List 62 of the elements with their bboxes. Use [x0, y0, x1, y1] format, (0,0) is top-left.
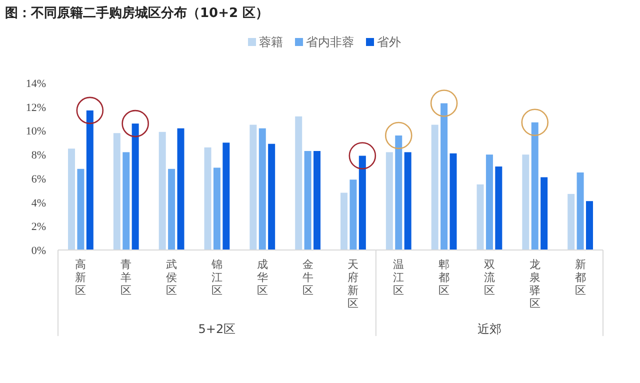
- chart-title: 图：不同原籍二手购房城区分布（10+2 区）: [5, 5, 269, 21]
- bar: [576, 172, 584, 250]
- bar: [86, 110, 94, 250]
- x-tick-label: 双流区: [484, 258, 495, 297]
- bar: [358, 156, 366, 250]
- bar: [132, 124, 139, 250]
- x-tick-label: 武侯区: [166, 258, 178, 297]
- bar: [531, 122, 538, 250]
- y-tick-label: 12%: [26, 102, 46, 114]
- bar: [431, 124, 438, 250]
- legend-label: 蓉籍: [259, 35, 283, 49]
- bar: [395, 135, 402, 250]
- bar: [568, 194, 575, 250]
- x-tick-label: 青羊区: [120, 258, 132, 297]
- bar: [522, 154, 530, 250]
- bar: [113, 133, 120, 250]
- bar: [540, 177, 548, 250]
- bar: [340, 192, 348, 250]
- bar: [168, 168, 176, 250]
- bar: [486, 154, 493, 250]
- bar: [304, 150, 312, 250]
- y-tick-label: 4%: [31, 197, 46, 210]
- bar: [268, 144, 276, 250]
- bar: [204, 147, 212, 250]
- bar: [350, 180, 357, 250]
- x-tick-label: 锦江区: [210, 258, 222, 297]
- x-tick-label: 郫都区: [438, 258, 450, 297]
- y-tick-label: 8%: [31, 150, 46, 162]
- bar: [68, 148, 76, 250]
- x-tick-label: 成华区: [256, 258, 268, 297]
- y-tick-label: 10%: [26, 126, 46, 138]
- bar: [213, 168, 220, 250]
- bar: [450, 153, 457, 250]
- bar: [250, 124, 257, 250]
- text: 5+2区: [198, 322, 236, 336]
- bar: [476, 184, 484, 250]
- bar: [222, 142, 230, 250]
- bar: [295, 116, 302, 250]
- bar: [495, 166, 502, 250]
- y-tick-label: 6%: [31, 173, 46, 186]
- x-tick-label: 金牛区: [302, 258, 314, 297]
- x-tick-label: 新都区: [574, 258, 586, 297]
- bar: [313, 150, 320, 250]
- bar: [177, 128, 184, 250]
- y-tick-label: 0%: [31, 245, 46, 257]
- bar: [77, 168, 84, 250]
- text: 近郊: [477, 322, 502, 336]
- bar: [404, 152, 412, 250]
- y-tick-label: 2%: [31, 221, 46, 234]
- bar: [586, 201, 593, 250]
- legend-label: 省外: [377, 35, 401, 49]
- x-tick-label: 温江区: [393, 258, 404, 297]
- x-tick-label: 天府新区: [348, 258, 359, 310]
- bar: [258, 128, 266, 250]
- x-tick-label: 高新区: [75, 258, 86, 297]
- legend-label: 省内非蓉: [306, 35, 354, 49]
- x-tick-label: 龙泉驿区: [529, 258, 540, 310]
- bar: [440, 103, 448, 250]
- bar: [386, 152, 393, 250]
- bar: [122, 152, 130, 250]
- bar: [158, 132, 166, 250]
- y-tick-label: 14%: [26, 78, 46, 90]
